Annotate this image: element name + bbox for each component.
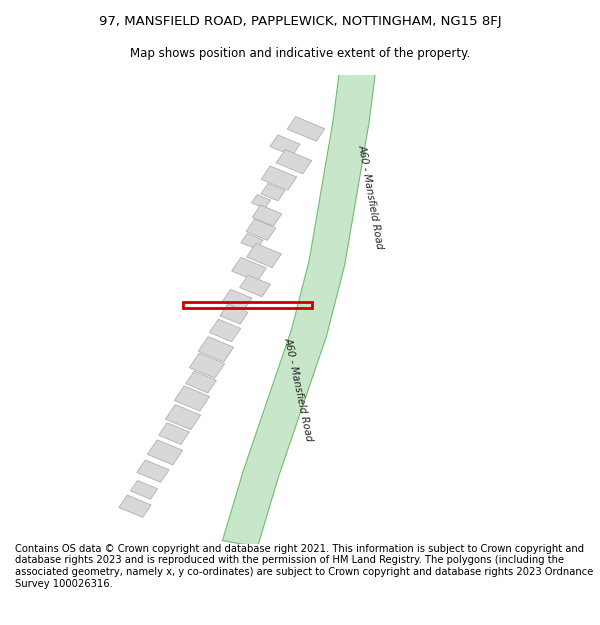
Bar [261, 184, 285, 201]
Bar [130, 481, 158, 499]
Bar [232, 258, 266, 282]
Bar [287, 117, 325, 141]
Bar [241, 234, 263, 249]
Bar [220, 304, 248, 324]
Bar [222, 289, 252, 311]
Bar [252, 205, 282, 226]
Bar [270, 135, 300, 156]
Bar [247, 243, 281, 268]
Bar [246, 219, 276, 240]
Bar [148, 440, 182, 465]
Bar [190, 353, 224, 378]
Bar [276, 149, 312, 174]
Bar [137, 460, 169, 482]
Text: Contains OS data © Crown copyright and database right 2021. This information is : Contains OS data © Crown copyright and d… [15, 544, 593, 589]
Bar [158, 422, 190, 444]
Polygon shape [223, 50, 378, 547]
Bar [175, 386, 209, 411]
Bar [166, 404, 200, 430]
Bar [239, 275, 271, 297]
Bar [119, 495, 151, 518]
Text: Map shows position and indicative extent of the property.: Map shows position and indicative extent… [130, 48, 470, 61]
Bar [199, 337, 233, 362]
Text: A60 - Mansfield Road: A60 - Mansfield Road [282, 336, 314, 442]
Text: A60 - Mansfield Road: A60 - Mansfield Road [356, 144, 385, 250]
Bar [209, 319, 241, 342]
Bar [251, 194, 271, 209]
Bar [261, 166, 297, 190]
Text: 97, MANSFIELD ROAD, PAPPLEWICK, NOTTINGHAM, NG15 8FJ: 97, MANSFIELD ROAD, PAPPLEWICK, NOTTINGH… [98, 14, 502, 28]
Bar [185, 371, 217, 393]
